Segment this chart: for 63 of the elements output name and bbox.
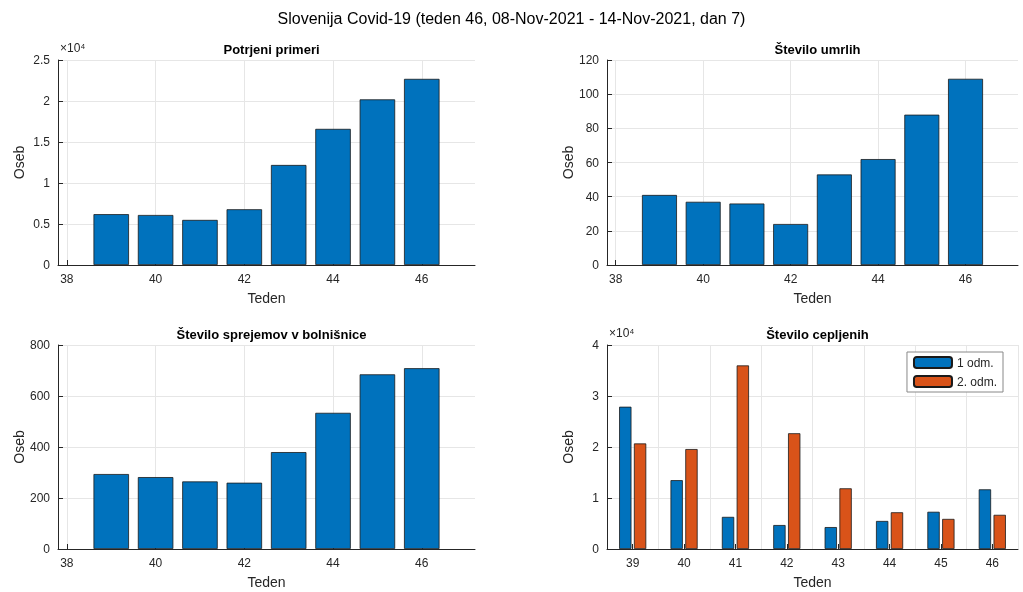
y-tick-label: 800: [29, 338, 51, 352]
y-tick-label: 20: [585, 223, 600, 238]
y-tick-label: 1: [592, 491, 600, 505]
x-tick-label: 44: [871, 272, 886, 286]
x-tick-label: 38: [60, 556, 74, 570]
legend-label: 2. odm.: [956, 374, 998, 389]
y-tick-label: 3: [592, 389, 600, 403]
y-tick-label: 0: [592, 258, 600, 272]
x-tick-label: 38: [60, 272, 74, 286]
y-tick-label: 2: [592, 440, 600, 454]
legend-label: 1 odm.: [956, 355, 994, 370]
x-tick-label: 46: [415, 556, 429, 570]
y-axis-title: Oseb: [11, 430, 27, 464]
x-tick-label: 42: [237, 272, 252, 286]
x-tick-label: 40: [677, 556, 692, 570]
y-axis-title: Oseb: [560, 145, 576, 180]
x-tick-label: 46: [415, 272, 429, 286]
y-axis-title: Oseb: [11, 145, 27, 180]
text: ×10⁴: [609, 326, 635, 340]
x-tick-label: 42: [780, 556, 794, 570]
x-tick-label: 40: [148, 272, 163, 286]
y-tick-label: 120: [578, 53, 600, 67]
y-tick-label: 1: [43, 176, 51, 190]
y-tick-label: 0.5: [33, 217, 51, 231]
x-tick-label: 46: [985, 556, 1000, 570]
y-tick-label: 40: [585, 189, 600, 204]
x-tick-label: 38: [609, 272, 623, 286]
x-tick-label: 39: [626, 556, 640, 570]
y-tick-label: 4: [592, 338, 600, 352]
y-axis-title: Oseb: [560, 430, 576, 464]
x-axis-title: Teden: [247, 574, 286, 590]
y-tick-label: 60: [585, 155, 600, 170]
x-tick-label: 44: [882, 556, 897, 570]
x-tick-label: 43: [831, 556, 846, 570]
y-tick-label: 2.5: [33, 53, 51, 67]
x-axis-title: Teden: [793, 574, 832, 590]
text: Slovenija Covid-19 (teden 46, 08-Nov-2021 - 14-Nov-2021, dan 7): [277, 9, 746, 27]
chart-title: Potrjeni primeri: [223, 42, 320, 57]
chart-title: Število sprejemov v bolnišnice: [176, 327, 367, 342]
y-tick-label: 100: [578, 87, 600, 102]
x-tick-label: 41: [728, 556, 743, 570]
x-tick-label: 46: [958, 272, 973, 286]
x-tick-label: 40: [148, 556, 163, 570]
x-tick-label: 42: [237, 556, 252, 570]
x-tick-label: 40: [696, 272, 711, 286]
text: ×10⁴: [60, 41, 86, 55]
y-tick-label: 0: [43, 542, 51, 556]
chart-title: Število umrlih: [774, 42, 861, 57]
x-axis-title: Teden: [247, 290, 286, 306]
y-tick-label: 0: [592, 542, 600, 556]
x-axis-title: Teden: [793, 290, 832, 306]
y-tick-label: 2: [43, 94, 51, 108]
y-tick-label: 400: [29, 440, 51, 454]
x-tick-label: 45: [934, 556, 948, 570]
y-tick-label: 80: [585, 121, 600, 136]
y-tick-label: 1.5: [33, 135, 51, 149]
x-tick-label: 42: [783, 272, 798, 286]
chart-title: Število cepljenih: [766, 327, 869, 342]
y-tick-label: 200: [29, 491, 51, 505]
x-tick-label: 44: [326, 272, 341, 286]
x-tick-label: 44: [326, 556, 341, 570]
y-tick-label: 0: [43, 258, 51, 272]
y-tick-label: 600: [29, 389, 51, 403]
